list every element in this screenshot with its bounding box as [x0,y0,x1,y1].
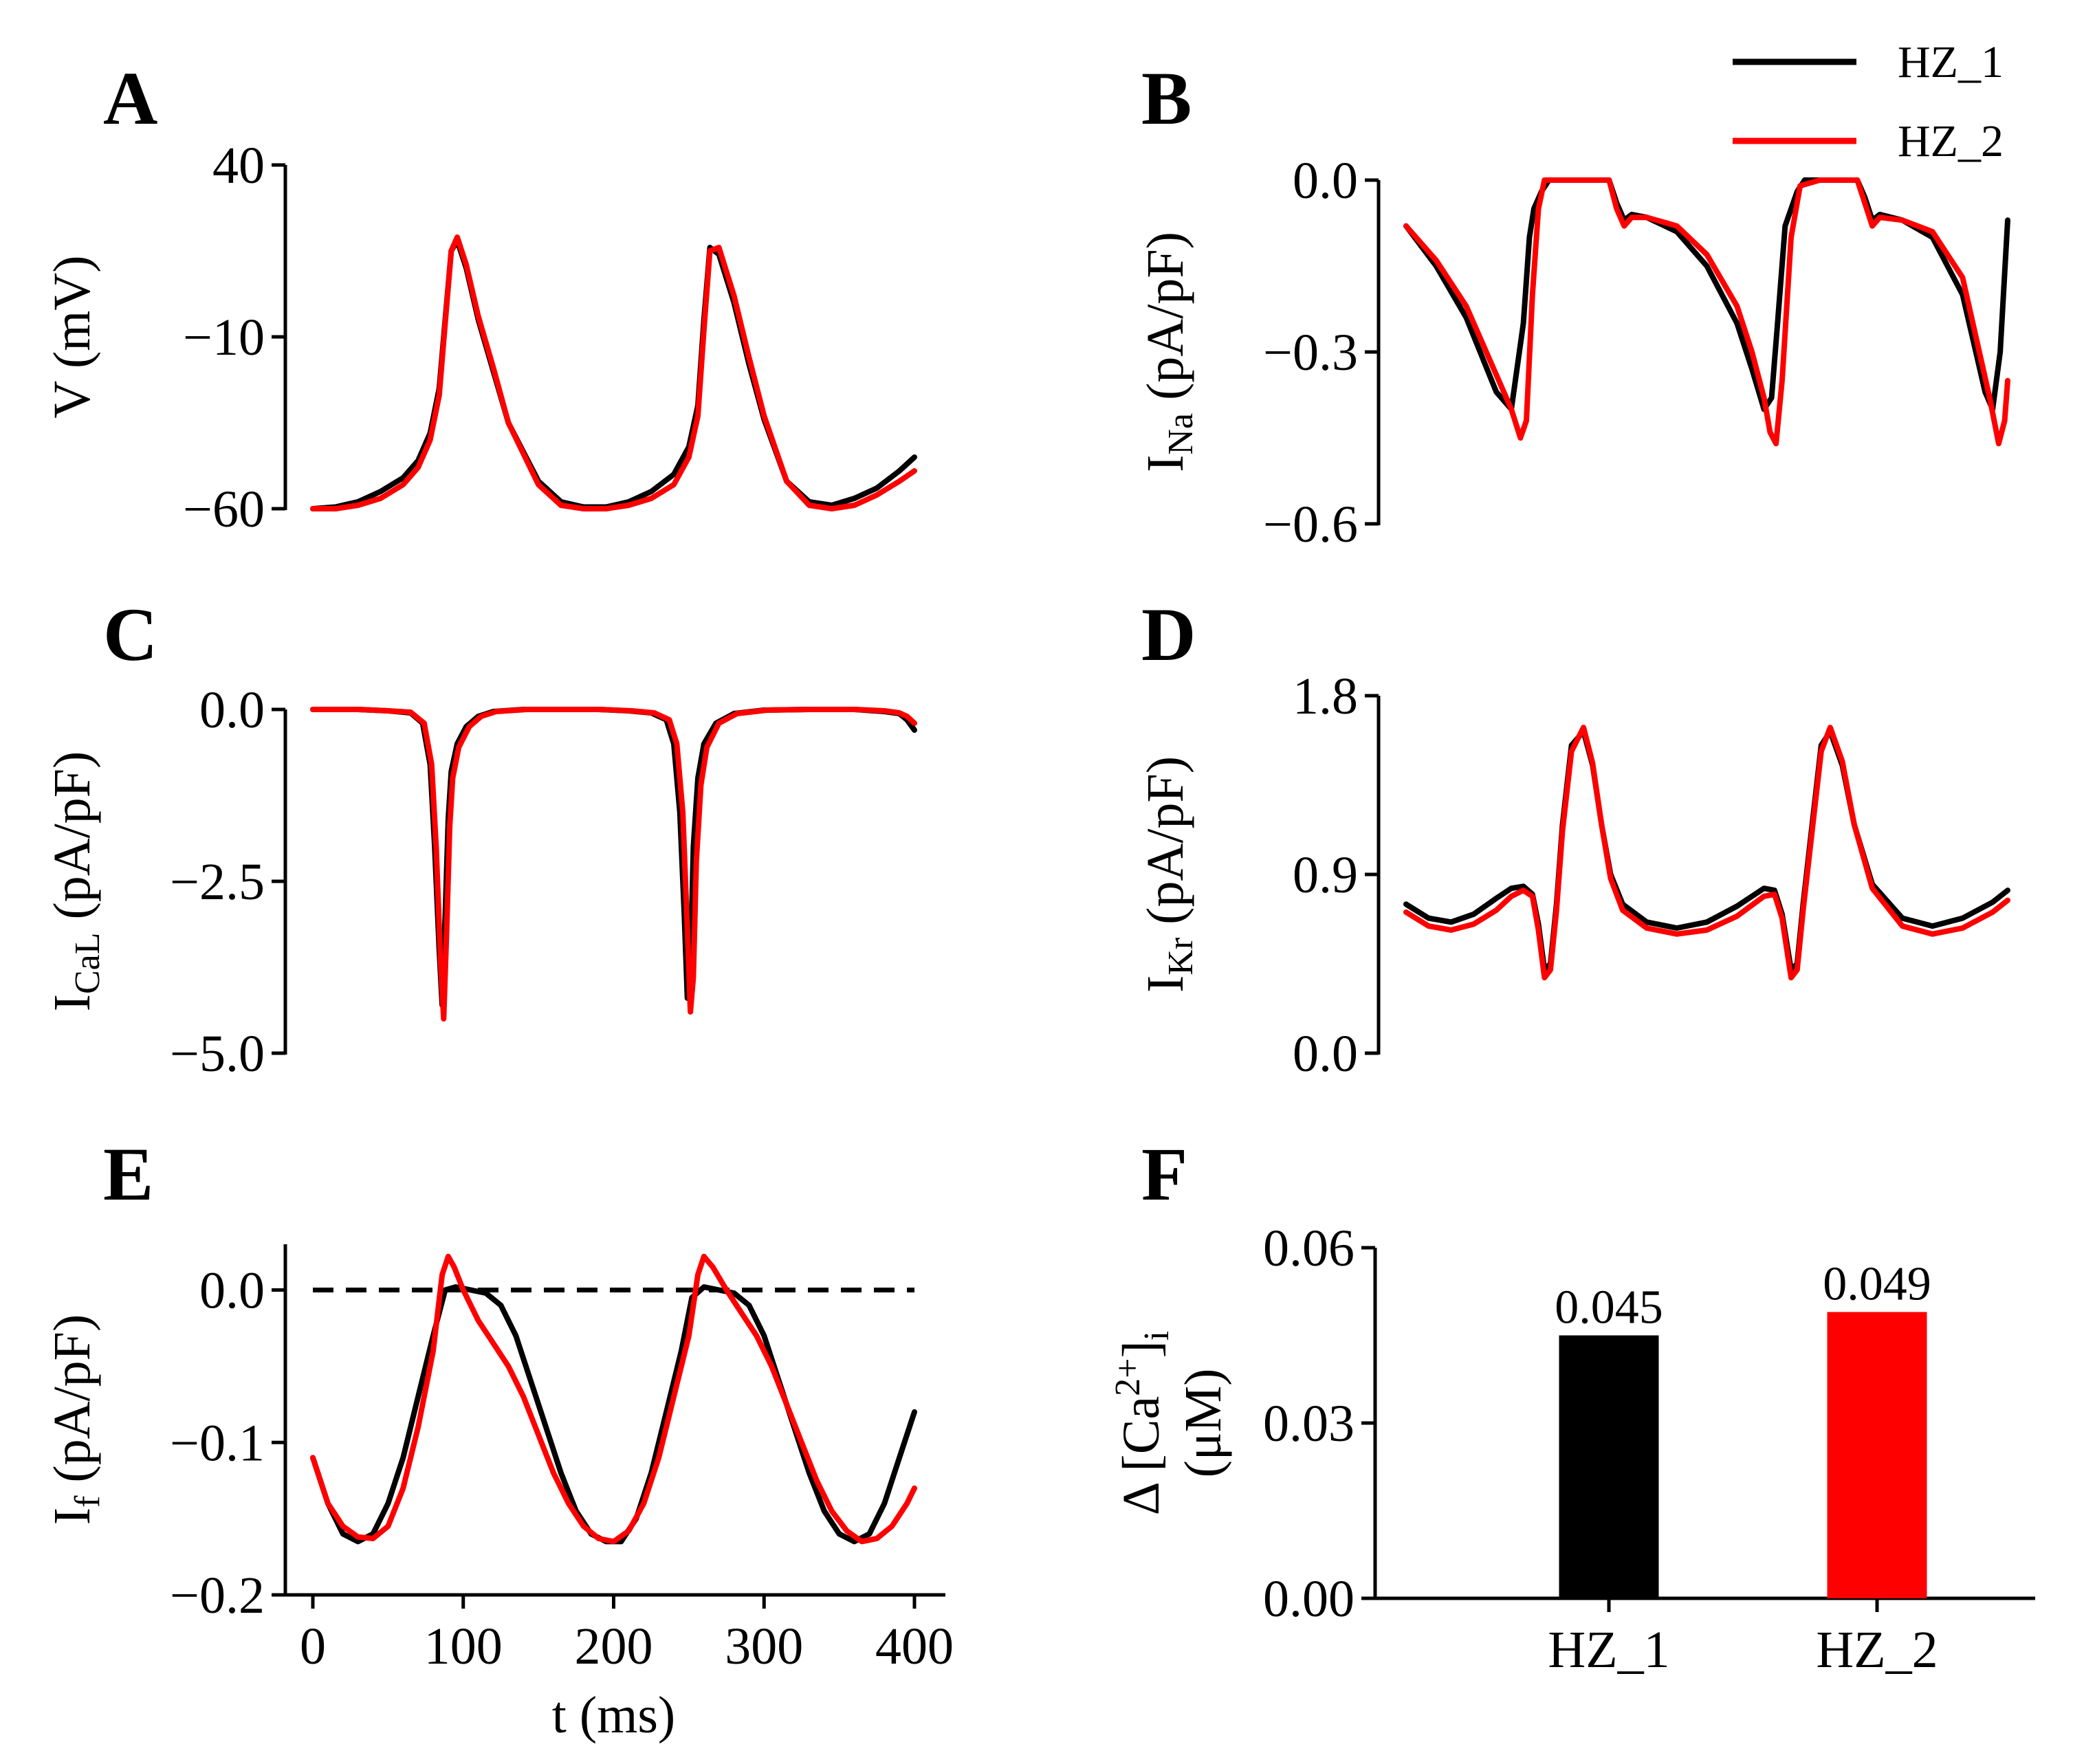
panel-d-series-hz2 [1403,725,2010,981]
panel-c-series-hz2 [310,707,917,1022]
panel-d-y-label: IKr (pA/pF) [1137,756,1200,993]
panel-f-y-tick-label: 0.03 [1263,1395,1354,1453]
panel-d-series-hz1 [1403,729,2010,973]
panel-d-y-tick-label: 1.8 [1293,668,1358,725]
panel-b-y-tick-label: −0.6 [1263,496,1358,553]
panel-e-series-hz2 [310,1253,917,1545]
panel-f-bar-hz1 [1559,1335,1659,1598]
legend: HZ_1 HZ_2 [1733,37,2004,166]
panel-e-x-label: t (ms) [552,1686,675,1744]
panel-f-y-tick-label: 0.00 [1263,1570,1354,1628]
panel-a-y-tick-label: 40 [212,137,265,195]
panel-a-series-hz1 [310,238,917,511]
panel-f-category-label: HZ_1 [1548,1621,1669,1679]
panel-c-y-label: ICaL (pA/pF) [43,751,107,1012]
panel-b-y-tick-label: −0.3 [1263,324,1358,382]
panel-e-x-tick-label: 300 [725,1618,803,1675]
panel-e-x-tick-label: 400 [875,1618,954,1675]
panel-b-series-hz2 [1403,177,2010,447]
panel-f-value-label: 0.049 [1823,1258,1931,1311]
panel-a-y-tick-label: −60 [183,481,265,538]
legend-label-hz2: HZ_2 [1898,116,2004,166]
panel-e-y-tick-label: 0.0 [199,1262,265,1320]
panel-e-x-tick-label: 0 [300,1618,326,1675]
panel-letter-c: C [103,593,157,676]
panel-d-ikr: 1.8 0.9 0.0 IKr (pA/pF) [1137,668,2010,1083]
panel-c-y-tick-label: −5.0 [170,1025,265,1083]
panel-c-y-tick-label: 0.0 [199,681,265,739]
panel-f-category-label: HZ_2 [1816,1621,1938,1679]
panel-letter-a: A [103,56,157,140]
panel-e-x-tick-label: 200 [575,1618,653,1675]
panel-f-y-tick-label: 0.06 [1263,1220,1354,1277]
panel-f-value-label: 0.045 [1555,1281,1663,1334]
panel-f-bar-hz2 [1827,1312,1927,1598]
panel-e-y-tick-label: −0.1 [170,1414,265,1472]
panel-letter-e: E [103,1132,153,1216]
panel-b-y-label: INa (pA/pF) [1137,232,1200,472]
panel-c-series-hz1 [310,707,917,1008]
panel-d-y-tick-label: 0.9 [1293,846,1358,904]
panel-e-if: 0.0 −0.1 −0.2 If (pA/pF) 0 100 200 300 400 t (ms) [43,1244,954,1744]
panel-a-y-tick-label: −10 [183,309,265,366]
panel-c-y-tick-label: −2.5 [170,853,265,911]
panel-e-series-hz1 [310,1284,917,1545]
panel-e-y-label: If (pA/pF) [43,1314,107,1525]
panel-letter-b: B [1141,56,1192,140]
panel-c-ical: 0.0 −2.5 −5.0 ICaL (pA/pF) [43,681,917,1083]
panel-a-series-hz2 [310,234,917,511]
panel-b-y-tick-label: 0.0 [1293,152,1358,210]
panel-f-y-label: Δ [Ca2+]i [1108,1331,1176,1516]
panel-b-ina: 0.0 −0.3 −0.6 INa (pA/pF) [1137,152,2010,553]
panel-e-x-tick-label: 100 [424,1618,503,1675]
panel-a-y-label: V (mV) [43,255,101,418]
panel-f-y-label-unit: (μM) [1174,1369,1232,1478]
panel-f-calcium-bar: 0.06 0.03 0.00 HZ_1 0.045 HZ_2 0.049 Δ [Ca2+]i(… [1108,1220,2035,1679]
legend-label-hz1: HZ_1 [1898,37,2004,87]
panel-d-y-tick-label: 0.0 [1293,1025,1358,1083]
panel-letter-f: F [1141,1132,1187,1216]
panel-letter-d: D [1141,593,1196,676]
panel-e-y-tick-label: −0.2 [170,1567,265,1624]
panel-a-voltage: 40 −10 −60 V (mV) [43,137,917,538]
